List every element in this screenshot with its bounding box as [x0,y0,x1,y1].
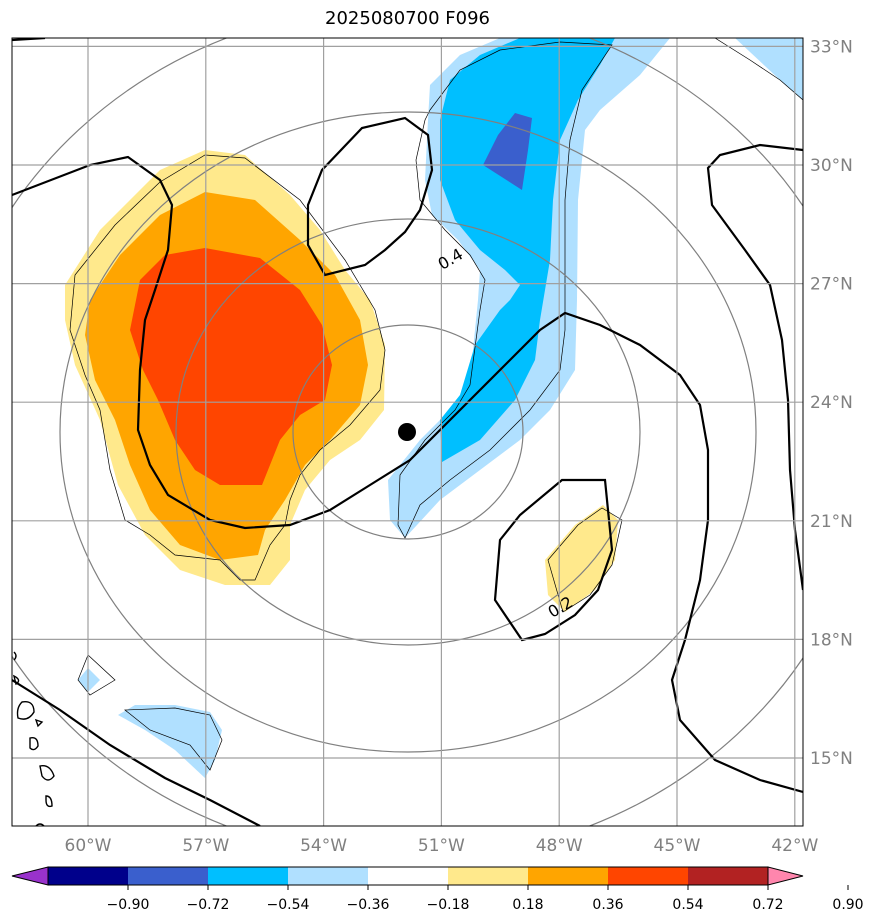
range-ring-1 [292,324,524,540]
colorbar-outline [47,866,769,886]
colorbar-tick-label: 0.18 [512,897,543,913]
colorbar-segment [608,867,688,885]
contour-02 [493,478,614,642]
colorbar-segment [128,867,208,885]
colorbar-segment [368,867,448,885]
colorbar-tick-label: 0.90 [832,897,863,913]
contour-southwest [12,679,261,826]
lon-tick-label: 48°W [536,836,583,856]
map-title: 2025080700 F096 [325,8,490,29]
thin-outline-cool [397,41,613,539]
thin-outline-sw [124,707,223,771]
island-2 [12,674,20,686]
colorbar-tick-label: −0.36 [347,897,390,913]
lon-tick-label: 57°W [182,836,229,856]
colorbar-tick-label: −0.90 [107,897,150,913]
fill-cool-light-sw [118,705,222,778]
lon-tick-label: 60°W [65,836,112,856]
colorbar-tick-label: 0.54 [672,897,703,913]
contour-east [706,143,803,591]
fill-warm-small [545,505,618,612]
contour-04 [306,116,434,277]
thin-outline-ne [714,38,803,101]
lat-tick-label: 21°N [810,512,853,532]
range-ring-3 [59,111,757,753]
island-7 [45,795,53,808]
colorbar-segment [448,867,528,885]
colorbar-segment [288,867,368,885]
colorbar-segment [48,867,128,885]
colorbar-segment [688,867,768,885]
range-ring-2 [175,218,641,646]
map-plot: 0.40.2 15°N18°N21°N24°N27°N30°N33°N 60°W… [11,37,853,856]
thin-outline-tiny [77,654,116,696]
lat-tick-label: 30°N [810,156,853,176]
thin-outline-small [547,507,623,613]
colorbar-tick-label: −0.18 [427,897,470,913]
thin-outline-warm [69,154,386,581]
island-4 [34,718,44,728]
colorbar-tick-label: 0.72 [752,897,783,913]
storm-center-marker [398,423,416,441]
lat-tick-label: 27°N [810,275,853,295]
colorbar-extend-high [767,866,804,886]
fill-cool-light-ne [735,38,803,100]
colorbar-segment [528,867,608,885]
lat-tick-label: 33°N [810,37,853,57]
colorbar-tick-label: −0.72 [187,897,230,913]
island-6 [39,765,55,781]
island-8 [35,823,45,826]
colorbar-tick-label: 0.36 [592,897,623,913]
island-5 [29,736,39,751]
lon-tick-label: 42°W [771,836,818,856]
lat-tick-label: 18°N [810,630,853,650]
lat-tick-label: 24°N [810,393,853,413]
colorbar-tick-label: −0.54 [267,897,310,913]
colorbar-extend-low [11,866,49,886]
lat-tick-label: 15°N [810,749,853,769]
island-1 [13,651,17,661]
fill-cool-light-tiny [78,668,100,692]
fill-cool-navy [483,113,532,190]
map-frame [11,37,804,827]
island-3 [16,701,35,720]
lon-tick-label: 54°W [300,836,347,856]
colorbar-segment [208,867,288,885]
lon-tick-label: 51°W [418,836,465,856]
lon-tick-label: 45°W [654,836,701,856]
fill-warm-red [130,248,332,485]
